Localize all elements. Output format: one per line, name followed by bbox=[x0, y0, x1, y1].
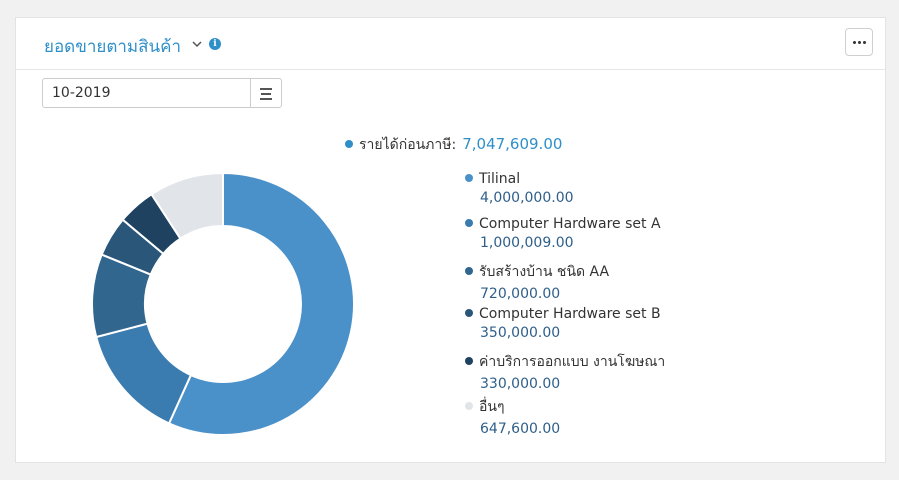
legend-item[interactable]: ค่าบริการออกแบบ งานโฆษณา 330,000.00 bbox=[465, 351, 665, 396]
legend-item[interactable]: รับสร้างบ้าน ชนิด AA 720,000.00 bbox=[465, 261, 665, 306]
card-title[interactable]: ยอดขายตามสินค้า bbox=[44, 37, 182, 57]
legend-dot bbox=[465, 174, 473, 182]
legend-value: 330,000.00 bbox=[480, 376, 561, 392]
legend-label: อื่นๆ bbox=[479, 399, 505, 415]
period-selector bbox=[42, 78, 282, 108]
legend-value: 720,000.00 bbox=[480, 286, 561, 302]
legend-label: รับสร้างบ้าน ชนิด AA bbox=[479, 264, 610, 280]
legend-value: 647,600.00 bbox=[480, 421, 561, 437]
legend-label: Tilinal bbox=[479, 171, 521, 187]
legend-dot bbox=[465, 219, 473, 227]
legend-label: Computer Hardware set B bbox=[479, 306, 661, 322]
legend-item[interactable]: Tilinal 4,000,000.00 bbox=[465, 171, 665, 216]
total-value: 7,047,609.00 bbox=[462, 135, 563, 153]
donut-slice-5[interactable] bbox=[150, 171, 224, 241]
menu-lines-icon bbox=[260, 88, 272, 90]
donut-slice-0[interactable] bbox=[167, 171, 355, 436]
chart-legend: Tilinal 4,000,000.00 Computer Hardware set… bbox=[465, 171, 665, 441]
legend-label: Computer Hardware set A bbox=[479, 216, 661, 232]
legend-value: 4,000,000.00 bbox=[480, 190, 574, 206]
period-input[interactable] bbox=[43, 79, 251, 107]
donut-chart bbox=[91, 171, 355, 436]
total-dot bbox=[345, 140, 353, 148]
legend-value: 1,000,009.00 bbox=[480, 235, 574, 251]
ellipsis-icon bbox=[853, 41, 856, 44]
card-header: ยอดขายตามสินค้า i bbox=[16, 18, 885, 70]
total-label: รายได้ก่อนภาษี: bbox=[359, 137, 457, 153]
info-icon[interactable]: i bbox=[209, 38, 221, 50]
donut-slice-1[interactable] bbox=[95, 322, 193, 425]
more-options-button[interactable] bbox=[845, 28, 873, 56]
legend-dot bbox=[465, 402, 473, 410]
legend-item[interactable]: Computer Hardware set A 1,000,009.00 bbox=[465, 216, 665, 261]
period-menu-button[interactable] bbox=[250, 79, 281, 107]
legend-item[interactable]: Computer Hardware set B 350,000.00 bbox=[465, 306, 665, 351]
pre-tax-revenue-total: รายได้ก่อนภาษี: 7,047,609.00 bbox=[345, 134, 562, 156]
sales-by-product-card: ยอดขายตามสินค้า i รายได้ก่อนภาษี: 7,047,6… bbox=[15, 17, 886, 463]
legend-dot bbox=[465, 357, 473, 365]
legend-label: ค่าบริการออกแบบ งานโฆษณา bbox=[479, 354, 666, 370]
legend-item[interactable]: อื่นๆ 647,600.00 bbox=[465, 396, 665, 441]
legend-dot bbox=[465, 267, 473, 275]
legend-dot bbox=[465, 309, 473, 317]
chevron-down-icon[interactable] bbox=[190, 37, 204, 51]
legend-value: 350,000.00 bbox=[480, 325, 561, 341]
